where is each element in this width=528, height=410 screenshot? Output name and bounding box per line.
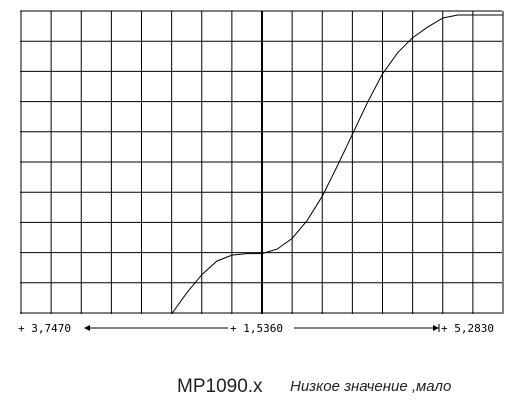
x-readout-left: + 3,7470 bbox=[18, 322, 71, 335]
left-arrowhead bbox=[84, 325, 90, 331]
x-readout-right: + 5,2830 bbox=[441, 322, 494, 335]
series-line bbox=[171, 14, 503, 315]
x-readout-center: + 1,5360 bbox=[230, 322, 283, 335]
series-points bbox=[172, 15, 503, 314]
right-arrowhead bbox=[433, 325, 439, 331]
readout-center-mask bbox=[228, 321, 294, 335]
x-readout-bar: + 3,7470 + 1,5360 + 5,2830 bbox=[18, 321, 494, 335]
value-note: Низкое значение ,мало bbox=[290, 378, 452, 395]
model-identifier: MP1090.x bbox=[177, 376, 263, 397]
